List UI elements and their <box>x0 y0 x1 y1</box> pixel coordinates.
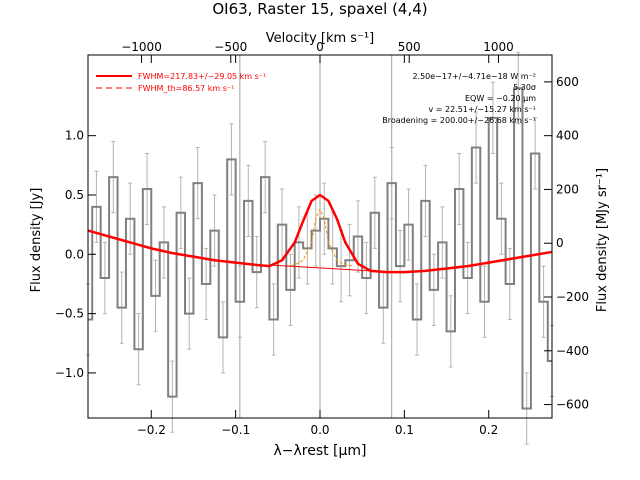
annotation-broadening: Broadening = 200.00+/−26.68 km s⁻¹ <box>382 116 536 125</box>
y-tick-label: 0.0 <box>65 247 84 261</box>
legend: FWHM=217.83+/−29.05 km s⁻¹ FWHM_th=86.57… <box>96 72 266 93</box>
y-tick-label: 0.5 <box>65 188 84 202</box>
chart-title: OI63, Raster 15, spaxel (4,4) <box>212 0 427 18</box>
fit-line <box>87 193 553 274</box>
axis-ticks: −0.2 −0.1 0.0 0.1 0.2 −1000 −500 0 500 1000 −1.0 −0… <box>55 40 589 437</box>
right-tick-label: 0 <box>556 236 564 250</box>
baseline-line <box>269 264 371 272</box>
velocity-tick-label: 1000 <box>483 40 514 54</box>
legend-entry-fwhm-th: FWHM_th=86.57 km s⁻¹ <box>138 84 234 93</box>
y-tick-label: −1.0 <box>55 366 84 380</box>
velocity-tick-label: 500 <box>398 40 421 54</box>
x-tick-label: −0.2 <box>137 423 166 437</box>
annotation-eqw: EQW = −0.20 μm <box>465 94 536 103</box>
y-tick-label: 1.0 <box>65 129 84 143</box>
x-tick-label: 0.0 <box>310 423 329 437</box>
top-axis-label: Velocity [km s⁻¹] <box>266 31 374 46</box>
right-axis-label: Flux density [MJy sr⁻¹] <box>595 168 610 312</box>
y-axis-label: Flux density [Jy] <box>29 188 44 293</box>
legend-entry-fwhm: FWHM=217.83+/−29.05 km s⁻¹ <box>138 72 266 81</box>
x-tick-label: 0.2 <box>479 423 498 437</box>
thermal-fit-line <box>286 207 354 267</box>
plot-area <box>86 52 554 445</box>
velocity-tick-label: −1000 <box>121 40 162 54</box>
plot-frame <box>87 54 553 419</box>
annotation-flux: 2.50e−17+/−4.71e−18 W m⁻² <box>412 72 536 81</box>
velocity-tick-label: −500 <box>214 40 247 54</box>
velocity-tick-label: 0 <box>316 40 324 54</box>
annotation-velocity: v = 22.51+/−15.27 km s⁻¹ <box>428 105 536 114</box>
annotations: 2.50e−17+/−4.71e−18 W m⁻² 5.30σ EQW = −0… <box>382 72 536 125</box>
right-tick-label: 400 <box>556 129 579 143</box>
x-tick-label: 0.1 <box>395 423 414 437</box>
data-step-line <box>88 87 552 410</box>
x-axis-label: λ−λrest [μm] <box>273 443 366 459</box>
right-tick-label: 200 <box>556 182 579 196</box>
x-tick-label: −0.1 <box>221 423 250 437</box>
y-tick-label: −0.5 <box>55 307 84 321</box>
annotation-sigma: 5.30σ <box>513 83 536 92</box>
right-tick-label: 600 <box>556 75 579 89</box>
right-tick-label: −600 <box>556 398 589 412</box>
right-tick-label: −400 <box>556 344 589 358</box>
right-tick-label: −200 <box>556 290 589 304</box>
